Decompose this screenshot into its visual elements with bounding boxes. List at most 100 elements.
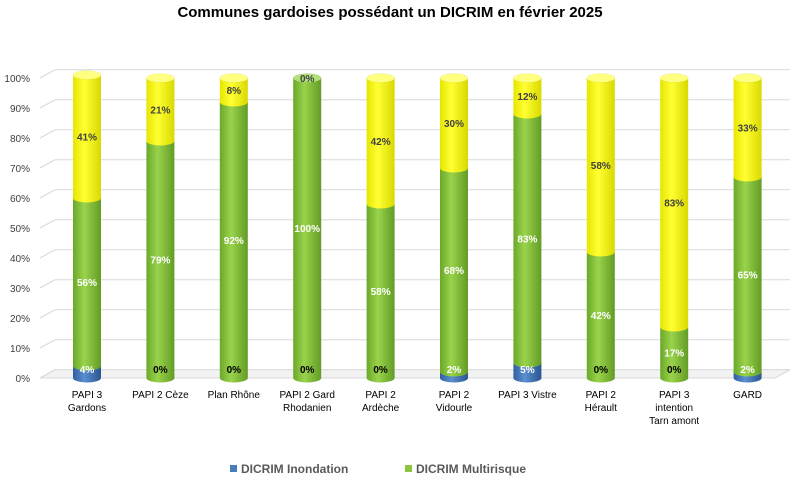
data-label: 42% — [371, 137, 391, 148]
bar-segment-multirisque — [733, 177, 762, 377]
bar-segment-multirisque — [513, 114, 542, 368]
bar-segment-multirisque — [73, 198, 101, 371]
bar-stack: 0% 79% 21% — [146, 73, 175, 383]
y-tick-label: 40% — [10, 254, 30, 265]
bar-segment-autre — [586, 78, 615, 257]
y-tick-label: 20% — [10, 314, 30, 325]
data-label: 17% — [664, 349, 684, 360]
data-label: 65% — [738, 271, 758, 282]
bar-top-cap — [733, 73, 762, 83]
gridline-slant — [39, 69, 56, 79]
bar-top-cap — [146, 73, 175, 83]
legend-swatch — [405, 465, 412, 472]
data-label: 2% — [447, 365, 462, 376]
category-label: Plan Rhône — [208, 390, 261, 401]
bar-stack: 0% 58% 42% — [366, 73, 395, 383]
bar-top-cap — [219, 73, 249, 83]
y-axis-ticks: 0% 10% 20% 30% 40% 50% 60% 70% 80% 90% 100% — [4, 74, 30, 385]
bar-segment-autre — [219, 78, 248, 107]
category-label: PAPI 3 Gardons — [68, 390, 106, 414]
data-label: 4% — [80, 365, 95, 376]
bar-segment-multirisque — [440, 168, 468, 377]
bar-stack: 5% 83% 12% — [513, 73, 542, 383]
data-label: 5% — [520, 365, 535, 376]
data-label: 83% — [517, 235, 537, 246]
bar-segment-autre — [660, 78, 689, 332]
gridline-slant — [39, 189, 56, 199]
chart-title: Communes gardoises possédant un DICRIM e… — [177, 4, 602, 21]
gridline-slant — [39, 159, 56, 169]
y-tick-label: 50% — [10, 224, 30, 235]
data-label: 68% — [444, 266, 464, 277]
bar-segment-autre — [513, 78, 542, 119]
gridline-slant — [39, 99, 56, 109]
bar-top-cap — [586, 73, 616, 83]
bar-stack: 4% 56% 41% — [72, 70, 102, 383]
data-label: 92% — [224, 236, 244, 247]
category-label: PAPI 3 Vistre — [498, 390, 557, 401]
y-tick-label: 80% — [10, 134, 30, 145]
bar-top-cap — [439, 73, 469, 83]
bar-segment-autre — [146, 78, 175, 146]
bar-stack: 0% 92% 8% — [219, 73, 249, 383]
bar-stack: 0% 42% 58% — [586, 73, 616, 383]
bar-segment-inondation — [513, 363, 542, 383]
data-label: 100% — [294, 224, 320, 235]
bar-segment-multirisque — [660, 327, 689, 383]
data-label: 0% — [300, 365, 315, 376]
y-tick-label: 60% — [10, 194, 30, 205]
legend-label: DICRIM Multirisque — [416, 462, 526, 476]
bar-top-cap — [659, 73, 689, 83]
category-label: PAPI 2 Ardèche — [362, 390, 400, 414]
gridline-slant — [39, 219, 56, 229]
data-label: 41% — [77, 133, 97, 144]
category-labels: PAPI 3 Gardons PAPI 2 Cèze Plan Rhône PAPI 2… — [68, 390, 762, 427]
y-tick-label: 90% — [10, 104, 30, 115]
gridline-slant — [39, 279, 56, 289]
y-tick-label: 0% — [16, 374, 31, 385]
data-label: 0% — [300, 74, 315, 85]
bar-top-cap — [72, 70, 102, 80]
gridline-slant — [39, 339, 56, 349]
bar-top-cap — [292, 73, 322, 83]
category-label: PAPI 2 Vidourle — [436, 390, 473, 414]
y-tick-label: 100% — [4, 74, 30, 85]
data-label: 79% — [150, 256, 170, 267]
data-label: 0% — [227, 365, 242, 376]
bar-segment-multirisque — [293, 78, 322, 383]
bar-segment-autre — [366, 78, 395, 209]
bar-stack: 2% 65% 33% — [733, 73, 762, 383]
data-label: 83% — [664, 199, 684, 210]
data-label: 2% — [740, 365, 755, 376]
bar-segment-multirisque — [366, 204, 395, 383]
data-label: 56% — [77, 278, 97, 289]
bar-segment-autre — [73, 75, 101, 203]
bar-segment-autre — [440, 78, 468, 173]
data-label: 0% — [373, 365, 388, 376]
gridline-slant — [39, 249, 56, 259]
data-label: 0% — [667, 365, 682, 376]
legend-swatch — [230, 465, 237, 472]
bar-segment-inondation — [73, 366, 101, 383]
data-label: 42% — [591, 311, 611, 322]
bar-top-cap — [366, 73, 395, 83]
gridline-slant — [39, 309, 56, 319]
data-label: 21% — [150, 106, 170, 117]
bar-top-cap — [513, 73, 542, 83]
bar-stack: 2% 68% 30% — [439, 73, 469, 383]
bar-segment-autre — [733, 78, 762, 182]
bar-segment-multirisque — [219, 102, 248, 383]
y-tick-label: 30% — [10, 284, 30, 295]
legend: DICRIM Inondation DICRIM Multirisque — [230, 462, 526, 476]
category-label: PAPI 3 intention Tarn amont — [649, 390, 699, 427]
data-label: 0% — [594, 365, 609, 376]
data-label: 58% — [371, 287, 391, 298]
data-label: 8% — [227, 86, 242, 97]
category-label: PAPI 2 Hérault — [585, 390, 617, 414]
data-label: 30% — [444, 119, 464, 130]
y-tick-label: 70% — [10, 164, 30, 175]
category-label: GARD — [733, 390, 762, 401]
category-label: PAPI 2 Cèze — [132, 390, 189, 401]
data-label: 58% — [591, 161, 611, 172]
